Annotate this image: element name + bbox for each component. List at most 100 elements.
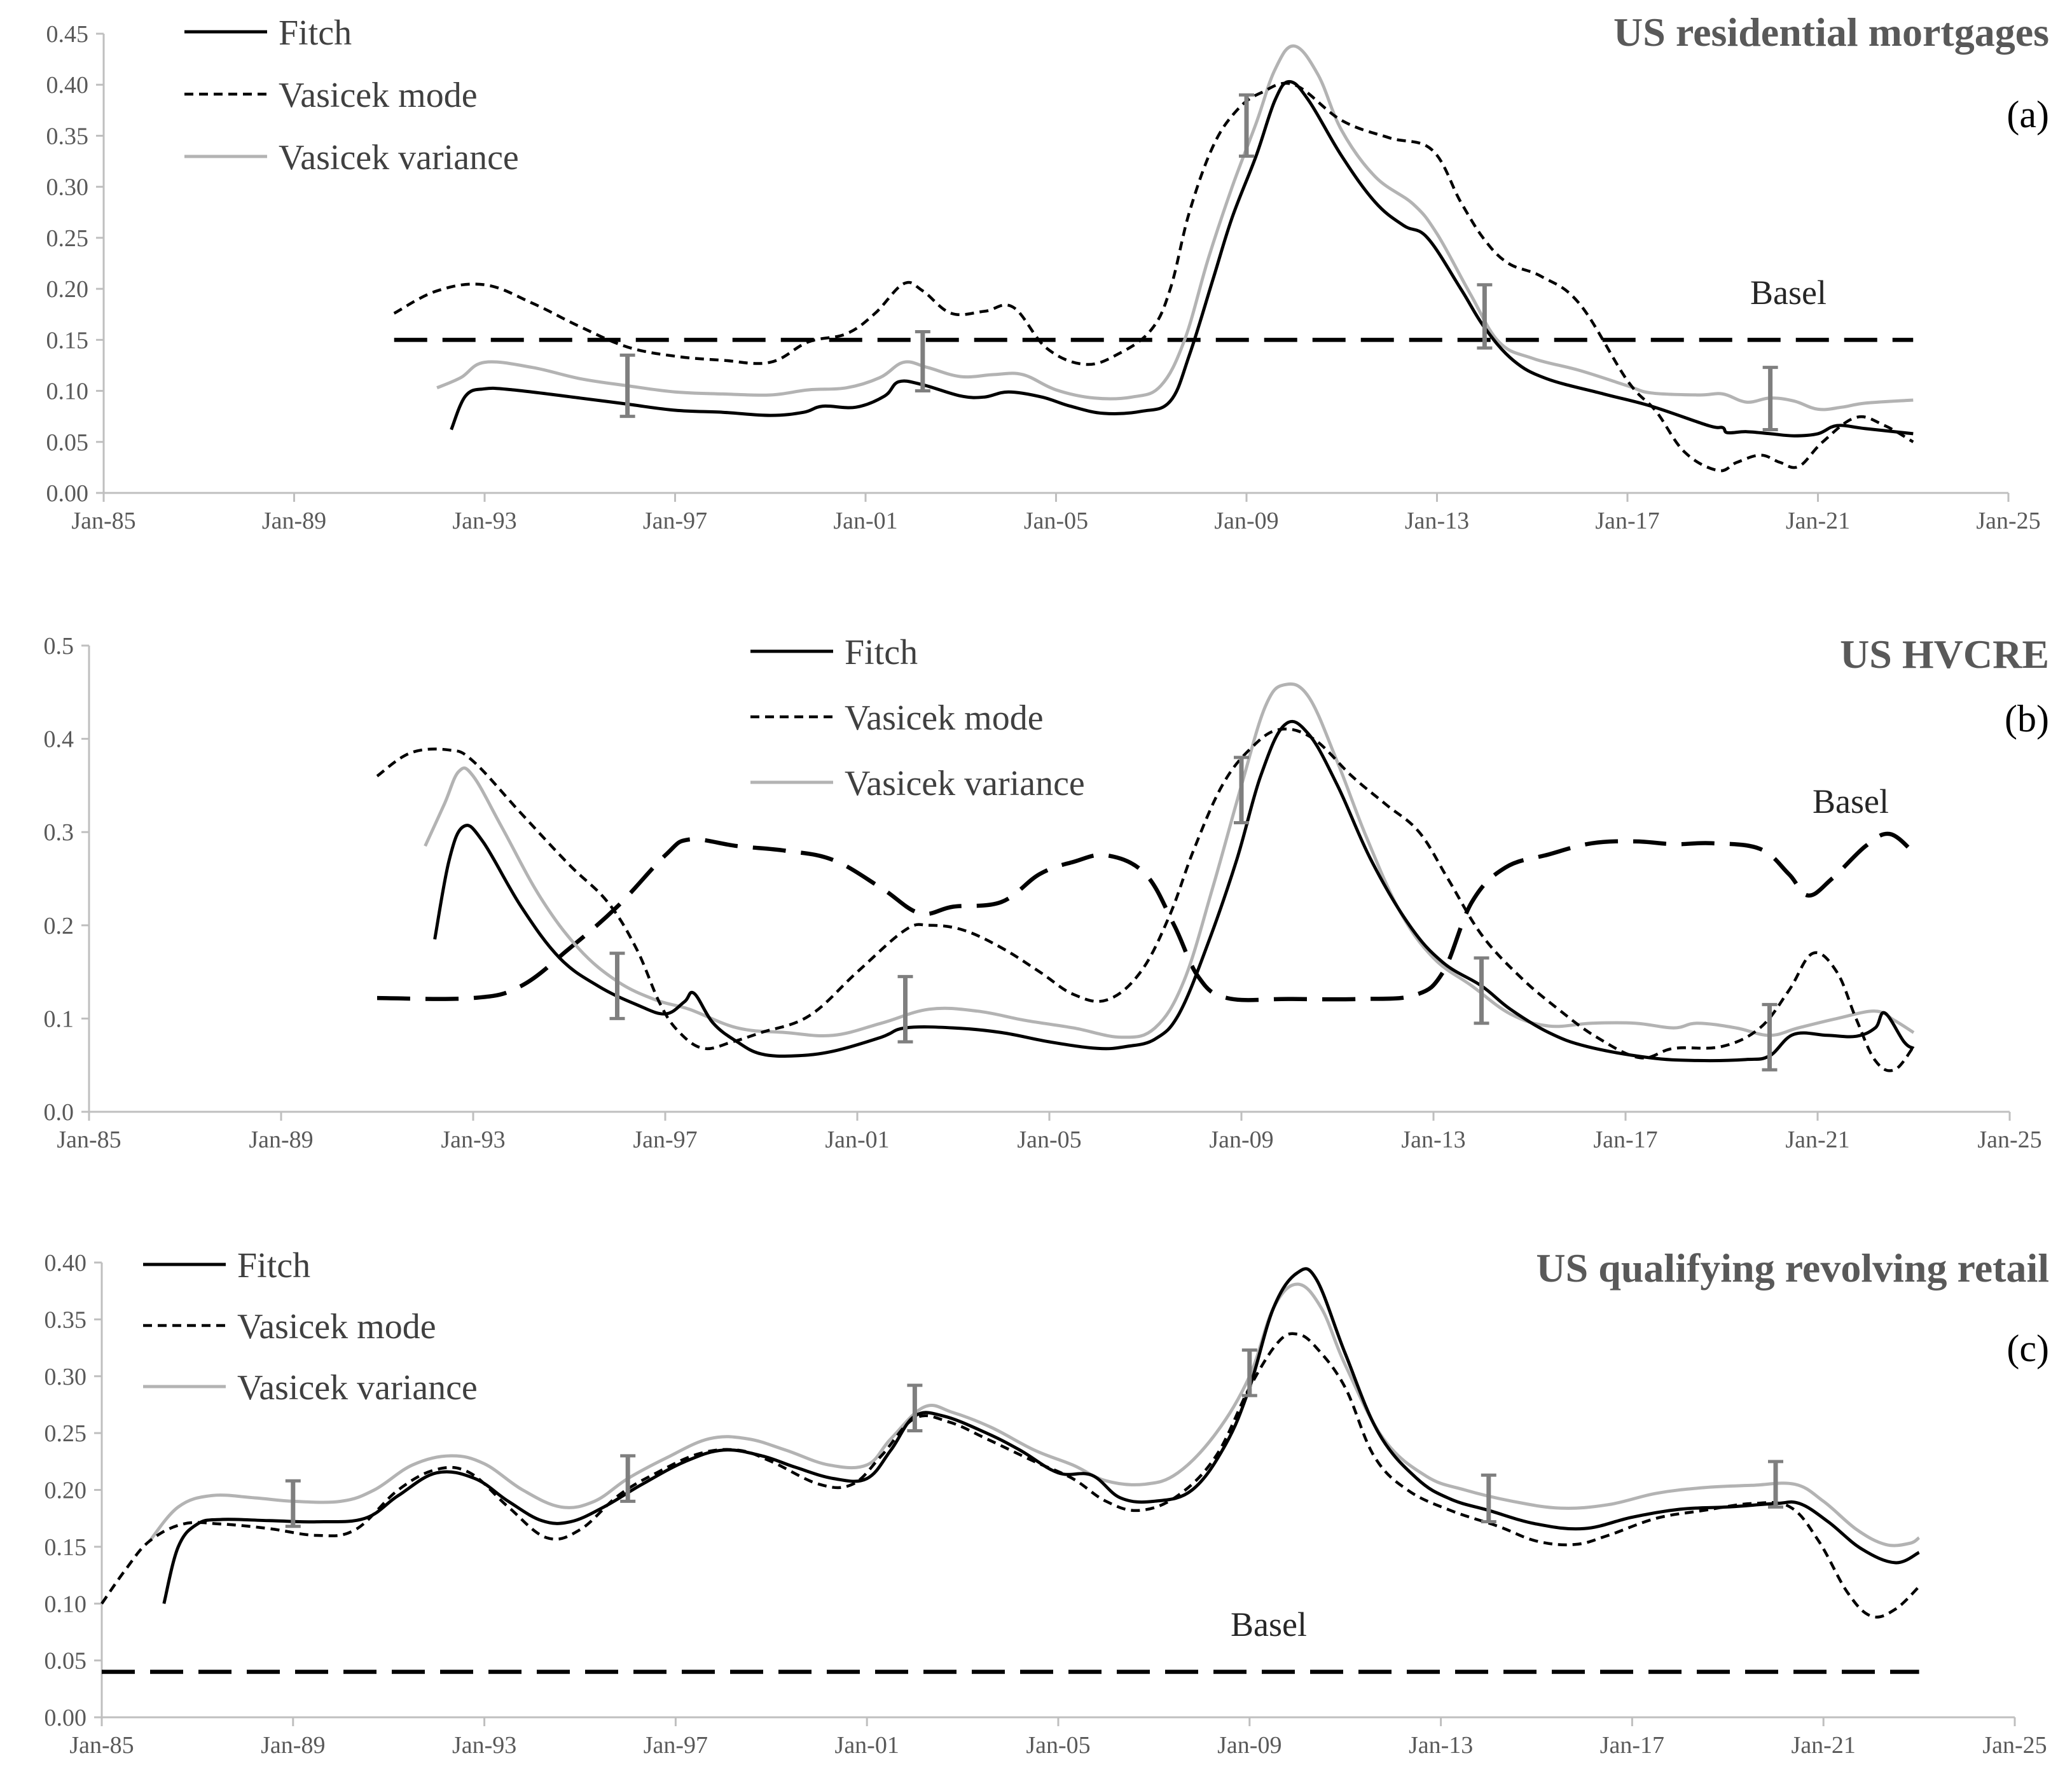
error-bar [1477, 283, 1493, 350]
panel-c-series [100, 1267, 1921, 1674]
legend-item-vasicek-mode: Vasicek mode [143, 1307, 436, 1346]
x-tick-label: Jan-93 [441, 1126, 505, 1153]
series-vasicek-mode-line [376, 727, 1915, 1072]
y-tick-label: 0.05 [45, 1648, 87, 1675]
error-bar [1241, 1348, 1257, 1397]
x-tick-label: Jan-09 [1217, 1732, 1281, 1759]
y-tick-label: 0.2 [44, 913, 74, 939]
x-tick-label: Jan-25 [1982, 1732, 2047, 1759]
panel-c-letter: (c) [2006, 1327, 2049, 1369]
legend-item-vasicek-variance: Vasicek variance [143, 1368, 478, 1408]
error-bar [897, 974, 913, 1044]
error-bar [1762, 1002, 1778, 1072]
panel-b-x-tick-labels: Jan-85 Jan-89 Jan-93 Jan-97 Jan-01 Jan-05 Jan-… [57, 1126, 2041, 1153]
error-bar [620, 1454, 636, 1503]
y-tick-label: 0.10 [45, 1591, 87, 1617]
legend-label: Vasicek variance [845, 764, 1085, 803]
y-tick-label: 0.05 [46, 429, 89, 456]
x-tick-label: Jan-25 [1977, 1126, 2041, 1153]
series-fitch-line [450, 80, 1914, 438]
error-bar [907, 1383, 923, 1433]
panel-a-us-residential-mortgages: 0.00 0.05 0.10 0.15 0.20 0.25 0.30 0.35 0.40 0.45… [46, 10, 2050, 534]
legend-label: Vasicek variance [279, 138, 519, 177]
legend-label: Vasicek mode [237, 1307, 436, 1346]
y-tick-label: 0.25 [45, 1420, 87, 1447]
y-tick-label: 0.20 [45, 1478, 87, 1504]
panel-a-legend: Fitch Vasicek mode Vasicek variance [184, 13, 519, 177]
panel-b-series [376, 682, 1916, 1072]
x-tick-label: Jan-01 [835, 1732, 899, 1759]
panel-b-letter: (b) [2005, 698, 2049, 740]
error-bar [1762, 366, 1778, 432]
x-tick-label: Jan-85 [71, 508, 135, 534]
legend-item-vasicek-variance: Vasicek variance [184, 138, 519, 177]
error-bar [915, 329, 930, 393]
panel-a-letter: (a) [2006, 93, 2049, 135]
y-tick-label: 0.1 [44, 1006, 74, 1032]
panel-c-title: US qualifying revolving retail [1536, 1245, 2049, 1291]
x-tick-label: Jan-85 [57, 1126, 121, 1153]
error-bar [619, 353, 635, 419]
series-fitch-line [162, 1267, 1920, 1604]
panel-a-x-tick-labels: Jan-85 Jan-89 Jan-93 Jan-97 Jan-01 Jan-05 Jan-… [71, 508, 2040, 534]
legend-label: Vasicek mode [845, 698, 1044, 738]
x-tick-label: Jan-21 [1792, 1732, 1856, 1759]
x-tick-label: Jan-09 [1214, 508, 1278, 534]
y-tick-label: 0.00 [45, 1705, 87, 1731]
x-tick-label: Jan-05 [1017, 1126, 1081, 1153]
legend-label: Vasicek mode [279, 76, 478, 115]
x-tick-label: Jan-05 [1026, 1732, 1090, 1759]
y-tick-label: 0.40 [45, 1250, 87, 1277]
series-fitch-line [433, 719, 1915, 1063]
x-tick-label: Jan-01 [833, 508, 897, 534]
x-tick-label: Jan-97 [633, 1126, 697, 1153]
x-tick-label: Jan-93 [452, 508, 516, 534]
panel-a-basel-label: Basel [1750, 273, 1827, 312]
x-tick-label: Jan-09 [1209, 1126, 1273, 1153]
panel-a-y-tick-labels: 0.00 0.05 0.10 0.15 0.20 0.25 0.30 0.35 0.40 0.45 [46, 21, 89, 507]
x-tick-label: Jan-89 [249, 1126, 313, 1153]
series-vasicek-variance-line [436, 44, 1914, 412]
series-basel-line [376, 831, 1916, 1002]
x-tick-label: Jan-89 [261, 1732, 325, 1759]
legend-item-vasicek-mode: Vasicek mode [184, 76, 478, 115]
x-tick-label: Jan-21 [1786, 508, 1850, 534]
panel-b-legend: Fitch Vasicek mode Vasicek variance [750, 633, 1085, 803]
panel-b-error-bars [609, 756, 1778, 1072]
x-tick-label: Jan-17 [1600, 1732, 1664, 1759]
legend-item-vasicek-variance: Vasicek variance [750, 764, 1085, 803]
x-tick-label: Jan-25 [1976, 508, 2040, 534]
series-vasicek-variance-line [148, 1282, 1921, 1547]
y-tick-label: 0.15 [45, 1534, 87, 1561]
x-tick-label: Jan-85 [69, 1732, 134, 1759]
legend-label: Fitch [845, 633, 918, 672]
legend-label: Fitch [237, 1246, 310, 1285]
y-tick-label: 0.4 [44, 726, 74, 753]
y-tick-label: 0.30 [46, 174, 89, 201]
y-tick-label: 0.40 [46, 72, 89, 99]
panel-a-title: US residential mortgages [1613, 10, 2049, 55]
panel-b-axes [81, 644, 2011, 1121]
panel-b-y-tick-labels: 0.0 0.1 0.2 0.3 0.4 0.5 [44, 633, 74, 1126]
legend-label: Vasicek variance [237, 1368, 478, 1408]
x-tick-label: Jan-89 [262, 508, 326, 534]
panel-b-basel-label: Basel [1813, 782, 1889, 820]
y-tick-label: 0.35 [45, 1306, 87, 1333]
x-tick-label: Jan-17 [1595, 508, 1659, 534]
legend-item-fitch: Fitch [184, 13, 352, 53]
x-tick-label: Jan-05 [1024, 508, 1088, 534]
legend-item-vasicek-mode: Vasicek mode [750, 698, 1044, 738]
series-vasicek-variance-line [424, 682, 1915, 1039]
panel-c-basel-label: Basel [1231, 1605, 1307, 1644]
panel-a-error-bars [619, 93, 1778, 432]
error-bar [1239, 93, 1254, 158]
panel-c-y-tick-labels: 0.00 0.05 0.10 0.15 0.20 0.25 0.30 0.35 0.40 [45, 1250, 87, 1731]
error-bar [1474, 956, 1489, 1025]
legend-item-fitch: Fitch [750, 633, 918, 672]
x-tick-label: Jan-97 [644, 1732, 708, 1759]
x-tick-label: Jan-01 [825, 1126, 889, 1153]
panel-c-us-qualifying-revolving-retail: 0.00 0.05 0.10 0.15 0.20 0.25 0.30 0.35 0.40 Jan… [45, 1245, 2050, 1759]
error-bar [1481, 1473, 1496, 1524]
panel-c-x-tick-labels: Jan-85 Jan-89 Jan-93 Jan-97 Jan-01 Jan-05 Jan-… [69, 1732, 2047, 1759]
